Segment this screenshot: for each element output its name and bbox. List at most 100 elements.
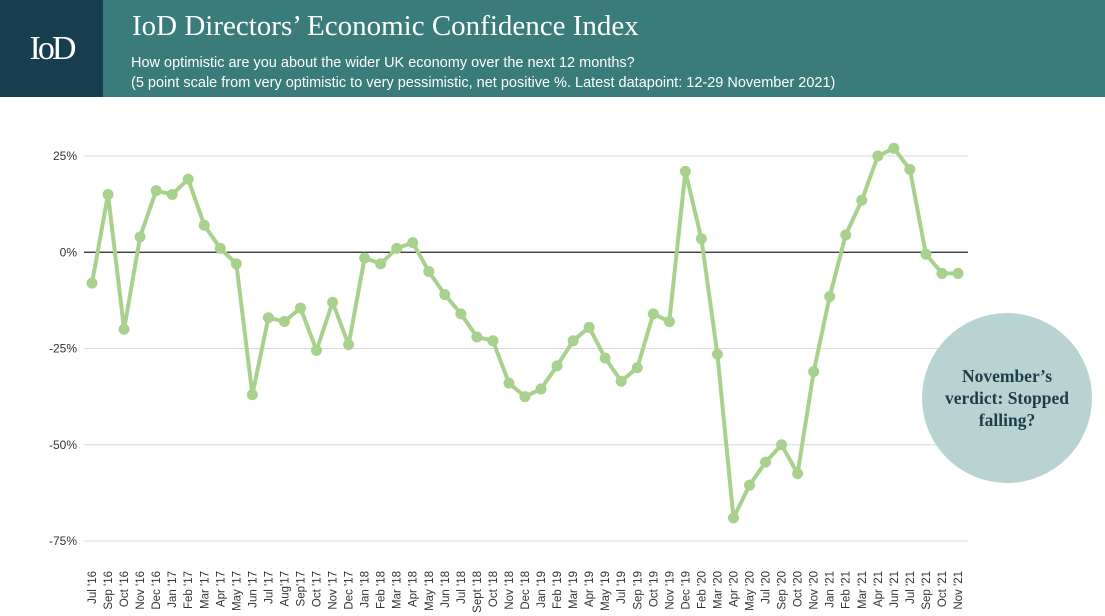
subtitle-question: How optimistic are you about the wider U… <box>131 55 635 71</box>
x-tick-label: Sep '21 <box>921 571 933 610</box>
data-point <box>744 479 756 491</box>
subtitle-note: (5 point scale from very optimistic to v… <box>131 75 836 91</box>
data-point <box>439 289 451 301</box>
x-tick-label: Feb '20 <box>696 571 708 609</box>
x-tick-label: Oct '18 <box>488 571 500 607</box>
data-point <box>471 331 483 343</box>
data-point <box>182 173 194 185</box>
data-point <box>856 194 868 206</box>
data-point <box>760 456 772 468</box>
data-point <box>920 248 932 260</box>
x-tick-label: Jun '18 <box>440 571 452 608</box>
data-point <box>888 142 900 154</box>
x-tick-label: Nov '18 <box>504 571 516 610</box>
x-tick-label: Dec '18 <box>520 571 532 610</box>
data-point <box>230 258 242 270</box>
data-point <box>487 335 499 347</box>
x-tick-label: Sep '20 <box>777 571 789 610</box>
x-tick-label: Apr '20 <box>728 571 740 607</box>
data-point <box>423 266 435 277</box>
x-tick-label: Mar '19 <box>568 571 580 609</box>
verdict-callout: November’s verdict: Stopped falling? <box>922 313 1092 483</box>
x-tick-label: Nov '21 <box>953 571 965 610</box>
y-tick-label: 0% <box>60 245 78 259</box>
x-tick-label: Nov '17 <box>328 571 340 610</box>
data-point <box>359 252 371 264</box>
x-tick-label: Jul '19 <box>616 571 628 604</box>
data-point <box>278 316 290 328</box>
x-tick-label: Jan '17 <box>167 571 179 608</box>
data-point <box>904 163 916 175</box>
data-point <box>198 219 210 231</box>
x-tick-label: Jul '17 <box>263 571 275 604</box>
data-point <box>166 189 178 200</box>
x-tick-label: Nov '20 <box>809 571 821 610</box>
iod-logo: IoD <box>29 29 77 67</box>
x-tick-label: Jul '20 <box>761 571 773 604</box>
header-banner <box>0 0 1105 97</box>
x-tick-label: Oct '21 <box>937 571 949 607</box>
data-point <box>567 335 579 347</box>
x-tick-label: May '17 <box>231 571 243 611</box>
x-tick-label: Mar '18 <box>392 571 404 609</box>
data-point <box>840 229 852 241</box>
x-tick-label: Sept '18 <box>472 571 484 613</box>
x-tick-label: Apr '19 <box>584 571 596 607</box>
data-point <box>327 296 339 308</box>
data-point <box>952 267 964 279</box>
y-tick-label: -25% <box>49 342 77 356</box>
x-tick-label: Jan '21 <box>825 571 837 608</box>
x-tick-label: Feb '17 <box>183 571 195 609</box>
x-tick-label: Sep '19 <box>632 571 644 610</box>
data-point <box>792 468 804 480</box>
x-tick-label: May '20 <box>745 571 757 611</box>
x-tick-label: Feb '21 <box>841 571 853 609</box>
logo-box: IoD <box>0 0 103 97</box>
data-point <box>631 362 643 374</box>
x-tick-label: Oct '16 <box>119 571 131 607</box>
x-tick-label: Aug'17 <box>279 571 291 606</box>
series-line <box>90 146 960 520</box>
data-point <box>246 389 258 401</box>
data-point <box>679 165 691 177</box>
x-tick-label: Sep'17 <box>295 571 307 606</box>
data-point <box>583 321 595 333</box>
data-point <box>150 185 162 197</box>
y-tick-label: -50% <box>49 438 77 452</box>
data-point <box>776 439 788 451</box>
data-point <box>455 308 467 320</box>
y-tick-label: 25% <box>53 149 77 163</box>
data-point <box>663 316 675 328</box>
x-tick-label: May '18 <box>424 571 436 611</box>
y-tick-label: -75% <box>49 534 77 548</box>
x-tick-label: Apr '18 <box>408 571 420 607</box>
x-tick-label: Jul '16 <box>87 571 99 604</box>
x-tick-label: Mar '17 <box>199 571 211 609</box>
data-point <box>102 189 114 200</box>
x-tick-label: Feb '19 <box>552 571 564 609</box>
data-point <box>391 242 403 254</box>
data-point <box>647 308 659 320</box>
x-tick-label: Apr '17 <box>215 571 227 607</box>
x-tick-label: Dec '19 <box>680 571 692 610</box>
x-tick-label: Jul '21 <box>905 571 917 604</box>
x-tick-label: Nov '19 <box>664 571 676 610</box>
x-tick-label: Oct '17 <box>312 571 324 607</box>
data-point <box>695 233 707 245</box>
x-tick-label: Oct '19 <box>648 571 660 607</box>
x-tick-label: Jan '18 <box>360 571 372 608</box>
confidence-line-chart: 25% 0% -25% -50% -75% Jul '16 Sep '16 Oct '16 No… <box>49 142 968 613</box>
x-tick-label: Apr '21 <box>873 571 885 607</box>
data-point <box>375 258 387 270</box>
data-point <box>262 312 274 324</box>
data-point <box>214 242 226 254</box>
data-point <box>134 231 146 243</box>
x-tick-label: Jul '18 <box>456 571 468 604</box>
data-point <box>551 360 563 372</box>
data-point <box>86 277 98 289</box>
page-title: IoD Directors’ Economic Confidence Index <box>132 10 639 42</box>
data-point <box>535 383 547 395</box>
x-tick-label: Jun '21 <box>889 571 901 608</box>
data-point <box>727 512 739 524</box>
page-subtitle: How optimistic are you about the wider U… <box>131 53 835 93</box>
